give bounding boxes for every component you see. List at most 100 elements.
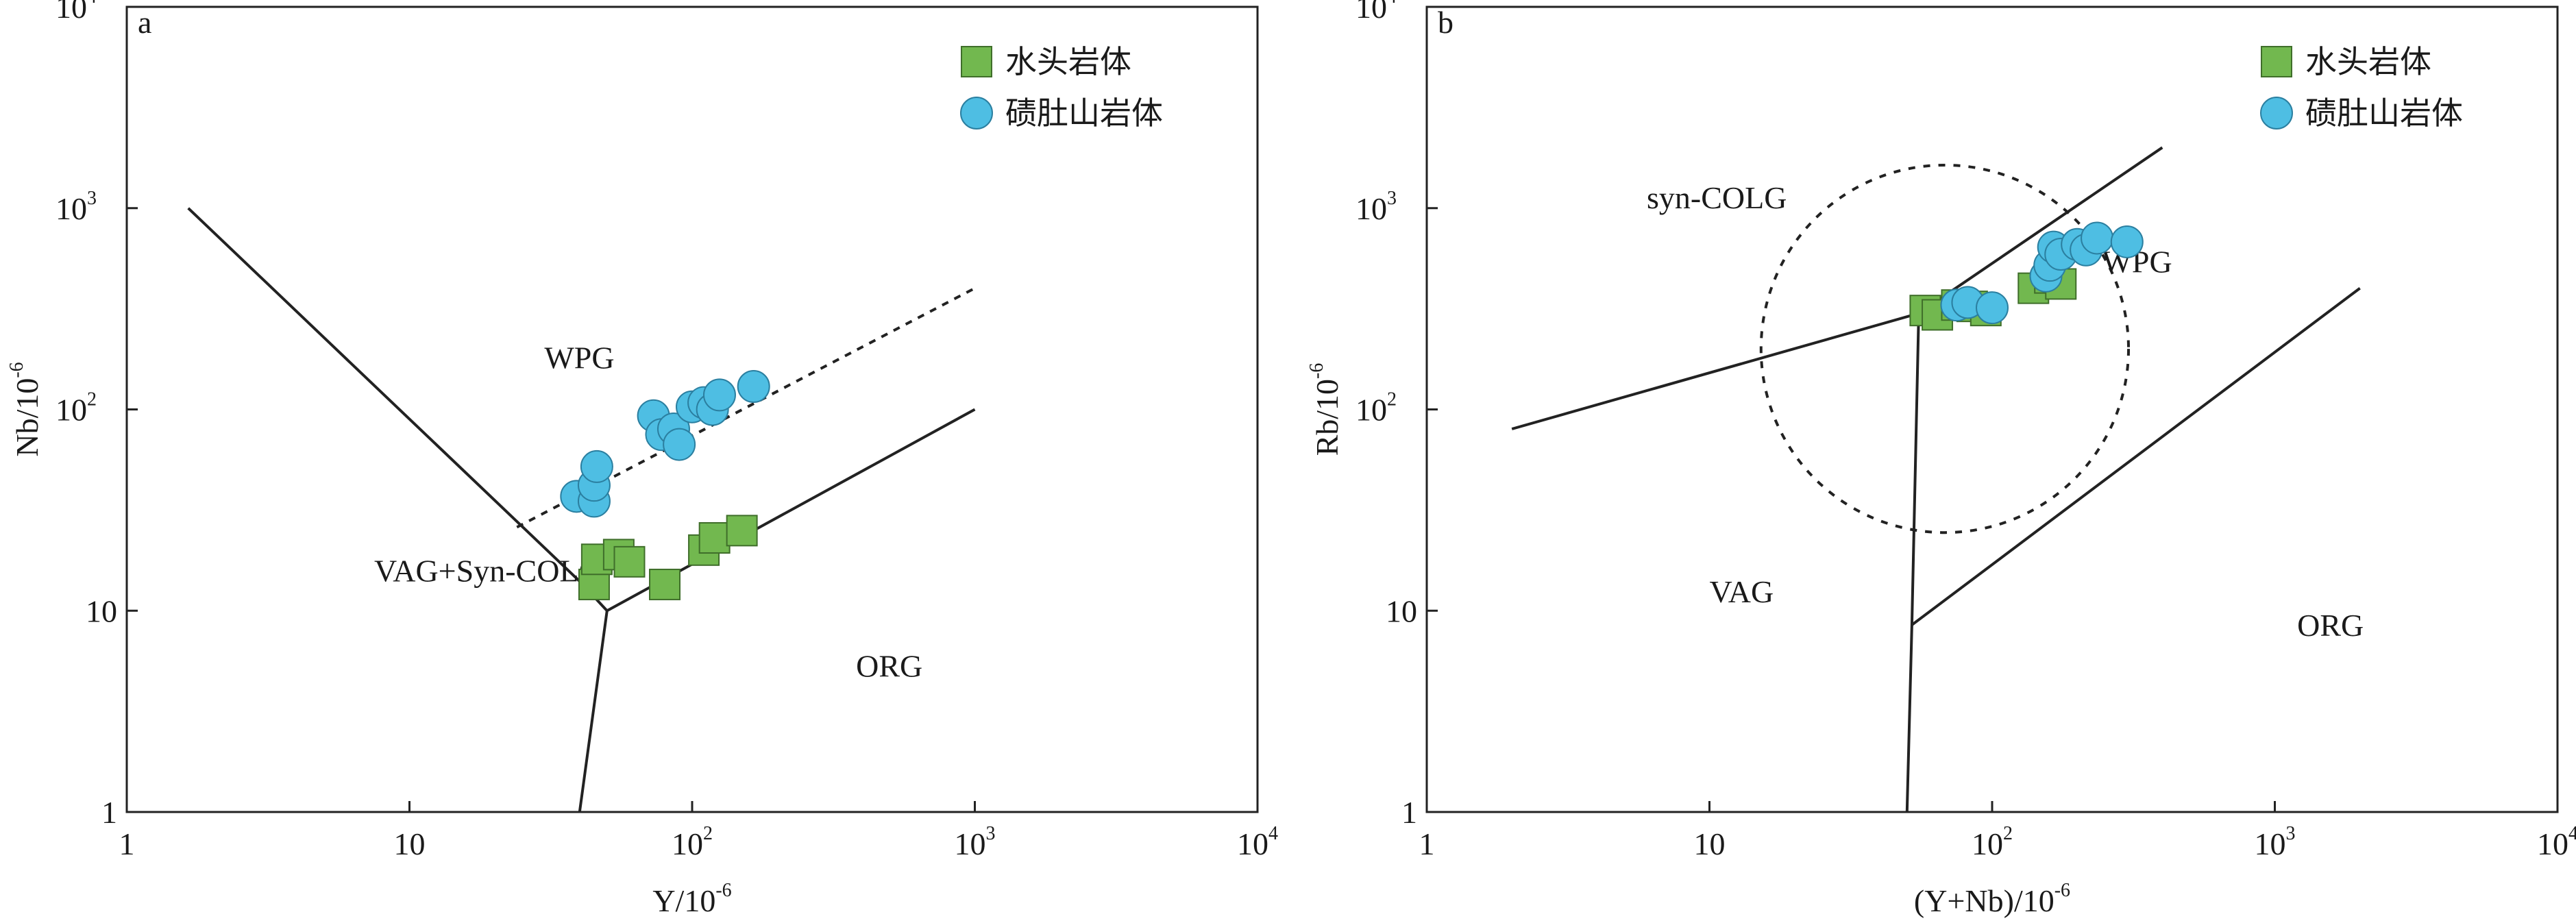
x-tick-label-exp: 2	[703, 823, 713, 844]
y-tick-label-base: 10	[86, 593, 117, 628]
x-tick-label-base: 10	[2537, 826, 2568, 861]
x-tick-label-base: 10	[955, 826, 986, 861]
x-axis-label-exp: -6	[2054, 880, 2070, 901]
y-tick-label-exp: 4	[87, 0, 97, 8]
data-point-circle	[1976, 291, 2009, 325]
x-axis-label: Y/10-6	[652, 880, 731, 918]
boundary-line	[1905, 313, 1920, 813]
x-tick-label: 1	[119, 826, 135, 861]
boundary-line	[187, 207, 609, 813]
y-tick-label: 103	[56, 188, 97, 226]
data-point-square	[613, 545, 646, 578]
x-tick-label-base: 1	[1419, 826, 1435, 861]
y-tick-label-exp: 2	[1387, 389, 1397, 410]
legend-entry-label: 碛肚山岩体	[1005, 95, 1163, 132]
field-label: ORG	[856, 649, 922, 684]
x-tick-label: 104	[1237, 823, 1278, 861]
y-tick-label-base: 10	[1356, 0, 1387, 25]
x-tick-label: 103	[2255, 823, 2296, 861]
x-tick-label-base: 10	[1972, 826, 2003, 861]
y-tick-label: 10	[86, 593, 117, 628]
field-label: syn-COLG	[1647, 180, 1787, 215]
legend-entry-label: 碛肚山岩体	[2305, 95, 2463, 132]
x-tick-label: 104	[2537, 823, 2576, 861]
field-label: WPG	[544, 341, 614, 376]
data-point-circle	[2110, 225, 2144, 258]
x-axis-label-base: Y/10	[652, 883, 715, 918]
boundary-line	[1911, 287, 2361, 626]
y-tick-label: 1	[101, 795, 117, 830]
y-tick-label-exp: 3	[87, 188, 97, 209]
x-tick-label-exp: 4	[1268, 823, 1278, 844]
panel-label: a	[138, 5, 151, 40]
field-label: ORG	[2297, 608, 2364, 643]
x-tick-label-exp: 3	[2286, 823, 2296, 844]
boundary-line	[1917, 146, 2163, 315]
panel-b: b110102103104110102103104(Y+Nb)/10-6Rb/1…	[1306, 0, 2576, 918]
y-axis-label: Nb/10-6	[6, 362, 45, 456]
x-tick-label-base: 1	[119, 826, 135, 861]
data-point-square	[649, 568, 681, 600]
x-tick-label-base: 10	[672, 826, 703, 861]
panel-label: b	[1438, 5, 1453, 40]
series-circle	[560, 370, 770, 518]
x-tick-label: 102	[672, 823, 713, 861]
x-tick-label-base: 10	[2255, 826, 2286, 861]
y-axis-label: Rb/10-6	[1306, 363, 1345, 456]
legend-marker-circle	[2260, 97, 2293, 130]
y-tick-label: 102	[56, 389, 97, 428]
y-tick-label: 102	[1356, 389, 1397, 428]
boundary-line	[1511, 312, 1919, 430]
series-circle	[1940, 221, 2144, 325]
y-tick-label: 1	[1401, 795, 1417, 830]
y-tick-label-base: 10	[56, 191, 87, 226]
y-tick-label-exp: 2	[87, 389, 97, 410]
y-tick-label-exp: 4	[1387, 0, 1397, 8]
y-tick-label-base: 10	[1356, 393, 1387, 428]
data-point-circle	[663, 428, 696, 461]
legend-marker-square	[2261, 46, 2292, 77]
x-axis-label: (Y+Nb)/10-6	[1914, 880, 2070, 918]
y-tick-label: 10	[1386, 593, 1417, 628]
y-axis-label-base: Rb/10	[1310, 379, 1345, 456]
y-tick-label-base: 1	[1401, 795, 1417, 830]
x-tick-label: 10	[394, 826, 426, 861]
y-tick-label: 104	[1356, 0, 1397, 25]
series-square	[578, 515, 758, 600]
data-point-circle	[2081, 221, 2114, 255]
y-tick-label-base: 10	[1356, 191, 1387, 226]
y-tick-label: 103	[1356, 188, 1397, 226]
discrimination-circle	[1759, 163, 2131, 534]
x-axis-label-exp: -6	[715, 880, 731, 901]
y-axis-label-base: Nb/10	[10, 378, 45, 457]
y-axis-label-exp: -6	[1306, 363, 1327, 379]
data-point-square	[698, 521, 731, 554]
y-tick-label-base: 10	[56, 0, 87, 25]
y-tick-label-exp: 3	[1387, 188, 1397, 209]
legend-marker-circle	[960, 97, 993, 130]
y-tick-label-base: 10	[56, 393, 87, 428]
x-tick-label-exp: 3	[986, 823, 996, 844]
y-tick-label: 104	[56, 0, 97, 25]
x-tick-label-exp: 4	[2568, 823, 2576, 844]
y-tick-label-base: 1	[101, 795, 117, 830]
data-point-circle	[737, 370, 770, 404]
y-axis-label-exp: -6	[6, 362, 27, 378]
data-point-circle	[702, 378, 736, 412]
legend-entry-label: 水头岩体	[1005, 43, 1131, 80]
data-point-circle	[580, 450, 613, 483]
x-tick-label: 103	[955, 823, 996, 861]
x-tick-label: 10	[1694, 826, 1726, 861]
x-tick-label-exp: 2	[2003, 823, 2013, 844]
data-point-square	[726, 515, 758, 547]
x-tick-label-base: 10	[1237, 826, 1268, 861]
x-tick-label: 102	[1972, 823, 2013, 861]
y-tick-label-base: 10	[1386, 593, 1417, 628]
legend-entry-label: 水头岩体	[2305, 43, 2431, 80]
field-label: VAG	[1710, 574, 1774, 609]
panel-a: a110102103104110102103104Y/10-6Nb/10-6WP…	[6, 0, 1278, 918]
legend-marker-square	[961, 46, 992, 77]
